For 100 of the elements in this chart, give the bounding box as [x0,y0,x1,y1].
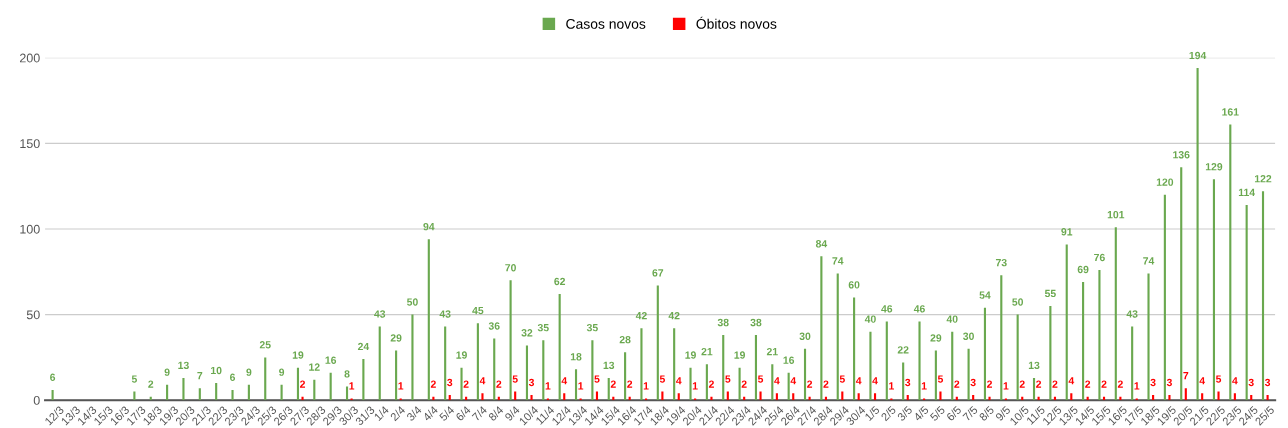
data-label: 70 [505,264,516,272]
data-label: 22 [897,346,909,354]
data-label: 5 [839,375,845,383]
data-label: 9 [164,368,170,376]
data-label: 5 [659,375,665,383]
bar [902,362,905,401]
x-tick-label: 6/5 [945,405,962,422]
data-label: 5 [512,375,518,383]
data-label: 43 [1126,310,1138,318]
data-label: 9 [246,368,252,376]
bar [988,396,991,401]
data-label: 40 [864,315,876,323]
data-label: 50 [406,298,418,306]
data-label: 2 [954,380,960,388]
data-label: 4 [1068,377,1075,385]
data-label: 6 [50,373,56,381]
data-label: 30 [799,332,811,340]
data-label: 1 [1134,382,1140,390]
bar [1245,205,1248,401]
x-tick-label: 7/5 [962,405,979,422]
bar [775,393,778,401]
bar [493,338,496,401]
bar [1065,244,1068,401]
data-label: 43 [374,310,386,318]
bar [1201,393,1204,401]
data-label: 54 [979,291,991,299]
data-label: 35 [537,323,549,332]
bar [673,328,676,401]
data-label: 2 [986,380,993,388]
bar [574,369,578,401]
data-label: 2 [463,380,469,388]
bar [509,280,512,401]
data-label: 42 [668,311,680,320]
bar [591,340,594,401]
data-label: 7 [1183,372,1189,380]
data-label: 5 [594,375,600,383]
data-label: 4 [774,377,780,385]
data-label: 29 [390,334,402,342]
data-label: 9 [279,368,285,376]
bar [530,395,533,401]
bar [1266,395,1269,401]
bar [1217,391,1220,401]
bar [481,393,484,401]
bar [983,307,987,401]
x-tick-label: 3/5 [896,405,913,422]
bar [1098,270,1101,401]
bar [182,377,185,401]
data-label: 1 [921,382,927,390]
data-label: 2 [1019,380,1025,388]
bar [689,367,692,401]
y-tick-label: 200 [19,53,40,63]
bar [1163,194,1166,401]
data-label: 2 [823,380,829,388]
bar [1114,227,1117,401]
data-label: 62 [554,277,566,286]
data-label: 3 [970,378,976,387]
data-label: 4 [1199,377,1206,385]
bar [247,384,250,401]
data-label: 1 [889,382,894,390]
bar [51,389,54,401]
data-label: 28 [619,335,631,344]
bar [771,364,774,401]
bar [1082,282,1085,401]
data-label: 36 [488,322,500,330]
data-label: 21 [701,347,713,356]
data-label: 40 [946,315,958,323]
bar [972,395,975,401]
data-label: 5 [1215,375,1222,383]
x-tick-label: 9/4 [504,405,521,422]
x-tick-label: 7/4 [471,405,488,422]
bar [873,393,877,401]
data-label: 45 [472,306,484,315]
data-label: 120 [1156,178,1174,186]
bar [967,348,970,401]
bar [476,323,479,401]
x-tick-label: 1/5 [864,405,880,422]
bar [1000,275,1003,401]
data-label: 25 [259,341,271,349]
bar [934,350,937,401]
data-label: 161 [1222,108,1239,116]
data-label: 4 [855,377,862,385]
bar [313,379,316,401]
data-label: 194 [1189,51,1207,60]
x-tick-label: 4/4 [422,405,439,422]
data-label: 16 [783,356,795,364]
x-tick-label: 8/5 [978,405,995,422]
legend-label: Óbitos novos [696,16,777,29]
data-label: 38 [717,318,729,327]
bar [656,285,659,401]
data-label: 43 [439,310,451,318]
data-label: 55 [1044,289,1056,298]
data-label: 19 [456,351,467,359]
bar [395,350,398,401]
data-label: 5 [131,375,137,383]
data-label: 32 [521,329,533,337]
data-label: 4 [676,377,682,385]
data-label: 2 [148,380,154,388]
data-label: 4 [790,377,797,385]
bar [738,367,741,401]
y-tick-label: 100 [20,224,40,234]
